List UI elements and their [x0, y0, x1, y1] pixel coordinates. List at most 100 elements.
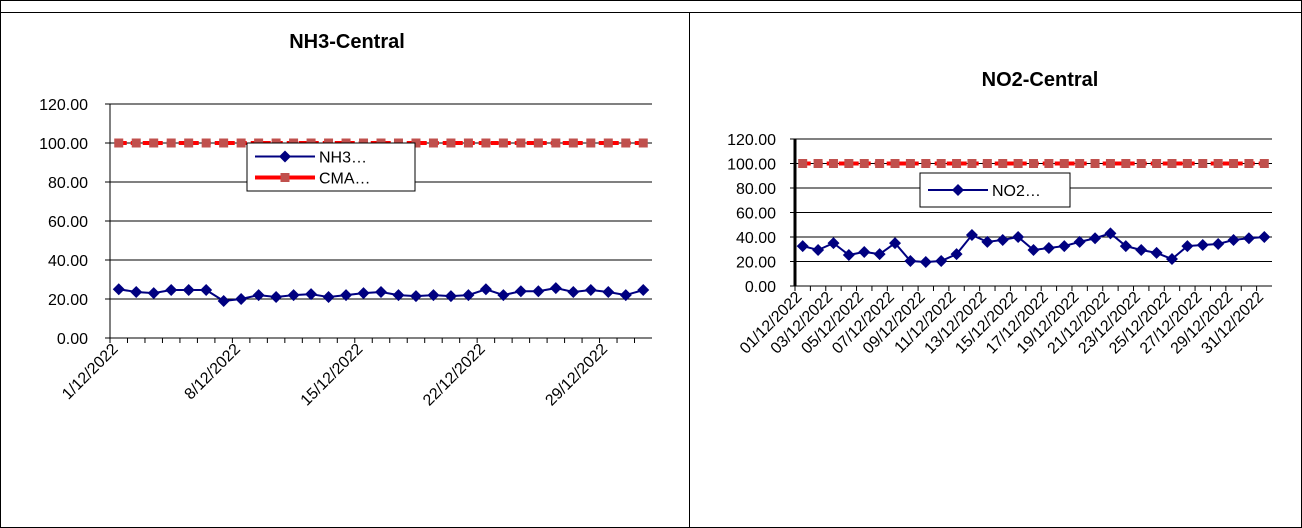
data-point [637, 284, 650, 297]
data-point [165, 284, 178, 297]
legend-marker [279, 150, 291, 163]
data-point [1121, 159, 1131, 168]
data-point [427, 289, 440, 302]
data-point [1027, 243, 1040, 256]
data-point [392, 289, 405, 302]
data-point [1167, 159, 1177, 168]
x-tick-label: 8/12/2022 [182, 341, 244, 403]
data-point [1058, 240, 1071, 253]
data-point [497, 289, 510, 302]
data-point [950, 248, 963, 261]
data-point [996, 233, 1009, 246]
data-point [568, 138, 578, 148]
chart-title: NO2-Central [982, 69, 1099, 91]
data-point [340, 289, 353, 302]
data-point [1029, 159, 1038, 168]
data-point [619, 289, 632, 302]
data-point [411, 138, 421, 148]
y-tick-label: 80.00 [48, 175, 88, 192]
data-point [1073, 235, 1086, 248]
data-point [1075, 159, 1085, 168]
data-point [375, 285, 387, 298]
legend-label: CMA… [319, 171, 371, 188]
data-point [602, 285, 615, 298]
data-point [1150, 246, 1163, 259]
data-point [305, 288, 318, 301]
data-point [812, 243, 825, 256]
data-point [905, 159, 915, 168]
data-point [919, 255, 932, 268]
data-point [859, 159, 869, 168]
data-point [252, 289, 265, 302]
data-point [462, 289, 475, 302]
data-point [875, 159, 885, 168]
y-tick-label: 120.00 [39, 97, 88, 114]
x-tick-label: 15/12/2022 [298, 341, 367, 410]
data-point [219, 138, 229, 148]
y-tick-label: 60.00 [736, 206, 776, 223]
data-point [1059, 159, 1069, 168]
y-tick-label: 80.00 [736, 181, 776, 198]
chart-title: NH3-Central [289, 31, 405, 53]
data-point [1182, 159, 1192, 168]
data-point [149, 138, 159, 148]
data-point [1181, 240, 1194, 253]
data-point [1013, 159, 1023, 168]
data-point [1089, 232, 1102, 245]
data-point [1198, 159, 1208, 168]
y-tick-label: 40.00 [736, 230, 776, 247]
data-point [200, 284, 213, 297]
data-point [844, 159, 854, 168]
data-point [1259, 159, 1269, 168]
data-point [147, 287, 160, 300]
data-point [130, 285, 143, 298]
data-point [1152, 159, 1162, 168]
data-point [935, 255, 948, 268]
y-tick-label: 20.00 [736, 255, 776, 272]
y-tick-label: 0.00 [57, 331, 88, 348]
data-point [1242, 232, 1255, 245]
data-point [551, 138, 561, 148]
data-point [638, 138, 648, 148]
data-point [1213, 159, 1223, 168]
data-point [621, 138, 631, 148]
data-point [1244, 159, 1254, 168]
data-point [532, 285, 545, 298]
data-point [796, 240, 809, 253]
data-point [1227, 233, 1240, 246]
legend-marker [280, 173, 290, 182]
data-point [479, 283, 492, 296]
data-point [463, 138, 473, 148]
data-point [904, 255, 917, 268]
data-point [890, 159, 900, 168]
data-point [357, 287, 370, 300]
data-point [936, 159, 946, 168]
legend [246, 142, 416, 192]
data-point [965, 229, 978, 242]
data-point [114, 138, 124, 148]
data-point [1104, 227, 1117, 240]
data-point [1012, 231, 1025, 243]
data-point [533, 138, 543, 148]
data-point [1136, 159, 1146, 168]
data-point [166, 138, 176, 148]
data-point [952, 159, 962, 168]
data-point [921, 159, 931, 168]
data-point [184, 138, 194, 148]
legend-label: NH3… [319, 150, 367, 167]
data-point [444, 290, 457, 303]
data-point [481, 138, 491, 148]
data-point [1119, 240, 1132, 253]
data-point [827, 237, 840, 250]
data-point [981, 235, 994, 248]
data-point [236, 138, 246, 148]
data-point [998, 159, 1008, 168]
data-point [514, 285, 527, 298]
data-point [131, 138, 141, 148]
data-point [967, 159, 977, 168]
data-point [842, 249, 855, 262]
data-point [201, 138, 211, 148]
data-point [322, 291, 335, 304]
